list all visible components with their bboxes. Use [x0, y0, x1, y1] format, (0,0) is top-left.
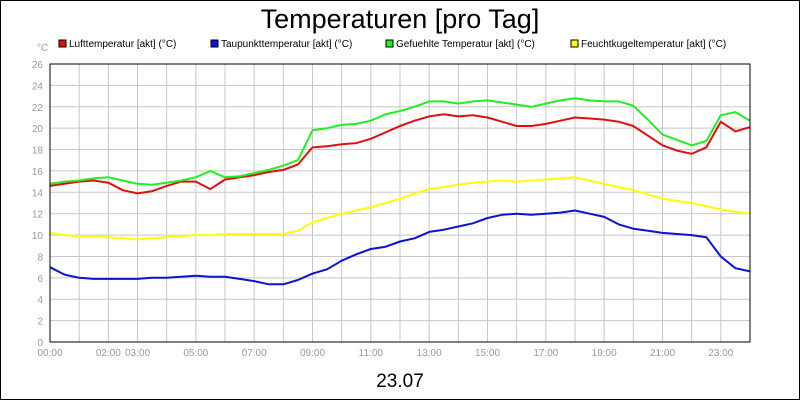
x-tick-label: 03:00 [125, 348, 150, 359]
y-axis-unit: °C [37, 43, 48, 54]
x-tick-label: 09:00 [300, 348, 325, 359]
series-layer [49, 97, 751, 286]
y-tick-label: 16 [32, 167, 44, 178]
chart-title: Temperaturen [pro Tag] [261, 4, 540, 34]
legend-swatch [58, 39, 67, 48]
x-axis-ticks: 00:00 02:00 03:00 05:00 07:00 09:00 11:00 13:00… [37, 348, 733, 359]
y-tick-label: 20 [32, 124, 44, 135]
y-tick-label: 26 [32, 60, 44, 71]
legend-label: Lufttemperatur [akt] (°C) [69, 39, 176, 50]
y-tick-label: 8 [37, 252, 43, 263]
x-tick-label: 11:00 [359, 348, 384, 359]
y-tick-label: 18 [32, 146, 44, 157]
x-tick-label: 23:00 [708, 348, 733, 359]
y-tick-label: 2 [37, 317, 43, 328]
y-tick-label: 12 [32, 210, 44, 221]
legend-swatch [570, 39, 579, 48]
legend: Lufttemperatur [akt] (°C) Taupunkttempera… [58, 39, 726, 50]
y-tick-label: 6 [37, 274, 43, 285]
x-tick-label: 21:00 [650, 348, 675, 359]
grid [50, 63, 750, 343]
legend-label: Feuchtkugeltemperatur [akt] (°C) [581, 39, 726, 50]
legend-swatch [385, 39, 394, 48]
y-tick-label: 10 [32, 231, 44, 242]
x-tick-label: 15:00 [475, 348, 500, 359]
plot-border [49, 63, 751, 343]
y-tick-label: 24 [32, 81, 44, 92]
x-tick-label: 19:00 [592, 348, 617, 359]
legend-label: Gefuehlte Temperatur [akt] (°C) [396, 39, 535, 50]
y-tick-label: 14 [32, 188, 44, 199]
x-tick-label: 02:00 [96, 348, 121, 359]
x-tick-label: 05:00 [183, 348, 208, 359]
y-tick-label: 0 [37, 338, 43, 349]
series-line-4 [49, 176, 751, 241]
x-tick-label: 13:00 [417, 348, 442, 359]
series-line-2 [49, 209, 751, 286]
y-tick-label: 4 [37, 295, 43, 306]
y-tick-label: 22 [32, 103, 44, 114]
legend-swatch [210, 39, 219, 48]
series-line-3 [49, 97, 751, 186]
x-tick-label: 00:00 [37, 348, 62, 359]
x-tick-label: 17:00 [533, 348, 558, 359]
legend-label: Taupunkttemperatur [akt] (°C) [221, 39, 352, 50]
series-line-1 [49, 113, 751, 195]
x-tick-label: 07:00 [242, 348, 267, 359]
x-axis-date-label: 23.07 [376, 371, 424, 392]
